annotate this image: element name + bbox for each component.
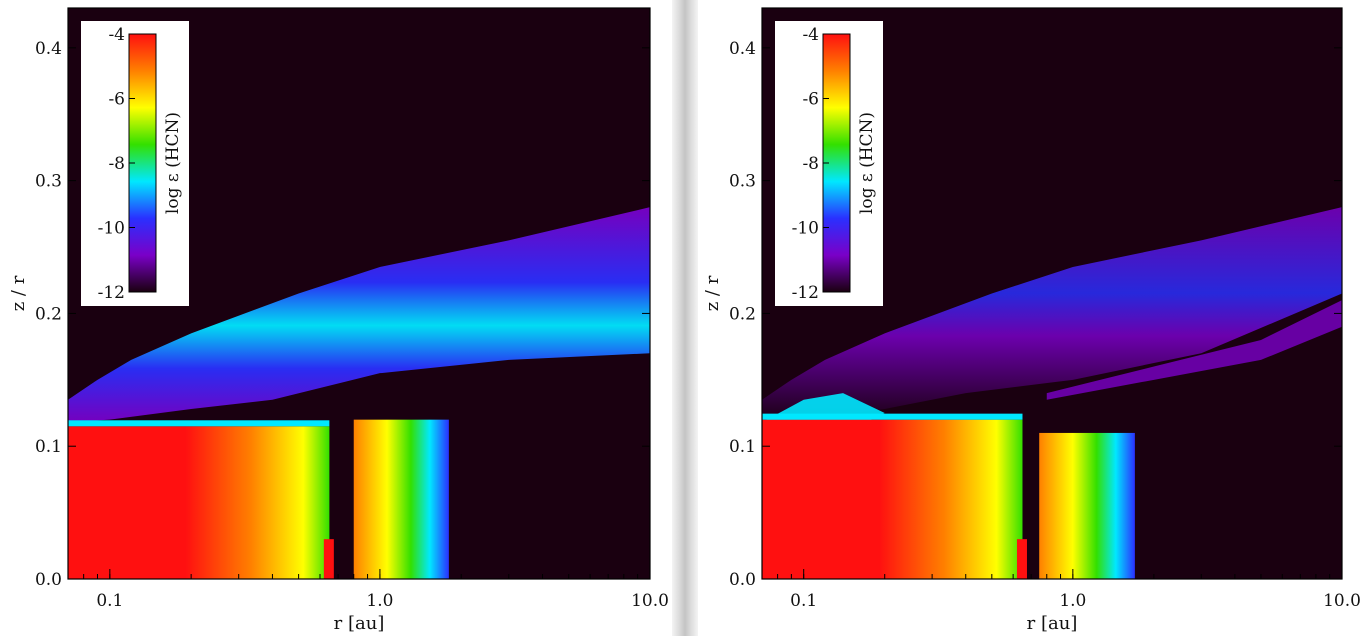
colorbar-tick-label: -10 xyxy=(792,219,819,239)
y-tick-label: 0.2 xyxy=(35,304,62,324)
left-heatmap: 0.0 0.1 0.2 0.3 0.4 0.1 1.0 10.0 r [au] z / r -4 -6… xyxy=(8,7,669,634)
right-heatmap: 0.0 0.1 0.2 0.3 0.4 0.1 1.0 10.0 r [au] z / r -4 -6… xyxy=(702,7,1361,634)
colorbar-tick-label: -6 xyxy=(802,90,819,110)
x-tick-label: 10.0 xyxy=(1323,591,1361,611)
colorbar-tick-label: -4 xyxy=(802,25,819,45)
colorbar-tick-label: -10 xyxy=(98,219,125,239)
y-tick-label: 0.2 xyxy=(729,304,756,324)
y-tick-label: 0.0 xyxy=(35,570,62,590)
x-tick-label: 1.0 xyxy=(1059,591,1086,611)
gap-edge-peak xyxy=(1016,539,1027,579)
y-tick-label: 0.3 xyxy=(35,172,62,192)
inner-reservoir-edge xyxy=(762,413,1023,420)
y-tick-label: 0.1 xyxy=(35,437,62,457)
colorbar-tick-label: -12 xyxy=(98,283,125,303)
colorbar-tick-label: -12 xyxy=(792,283,819,303)
plot-frame xyxy=(67,7,651,580)
x-tick-label: 1.0 xyxy=(366,591,393,611)
colorbar-tick-label: -8 xyxy=(108,154,125,174)
lower-surface-layer xyxy=(1046,300,1342,400)
x-tick-label: 0.1 xyxy=(790,591,817,611)
y-axis-label: z / r xyxy=(702,275,723,311)
y-tick-label: 0.0 xyxy=(729,570,756,590)
surface-layer xyxy=(68,207,650,423)
inner-reservoir xyxy=(762,419,1023,579)
y-tick-label: 0.3 xyxy=(729,172,756,192)
panel-divider xyxy=(672,0,698,636)
inner-reservoir xyxy=(68,426,330,579)
left-panel: 0.0 0.1 0.2 0.3 0.4 0.1 1.0 10.0 r [au] z / r -4 -6… xyxy=(0,0,672,636)
colorbar-label: log ε (HCN) xyxy=(857,112,877,214)
y-tick-label: 0.4 xyxy=(729,39,756,59)
colorbar-label: log ε (HCN) xyxy=(163,112,183,214)
x-tick-label: 10.0 xyxy=(631,591,669,611)
inner-reservoir-edge xyxy=(68,420,330,427)
y-tick-label: 0.4 xyxy=(35,39,62,59)
outer-reservoir xyxy=(353,419,449,579)
outer-reservoir xyxy=(1039,432,1135,579)
gap-edge-peak xyxy=(323,539,334,579)
colorbar-tick-label: -8 xyxy=(802,154,819,174)
y-axis-label: z / r xyxy=(8,275,29,311)
y-tick-label: 0.1 xyxy=(729,437,756,457)
x-axis-label: r [au] xyxy=(334,613,385,634)
surface-layer xyxy=(762,207,1342,423)
colorbar-tick-label: -4 xyxy=(108,25,125,45)
colorbar-tick-label: -6 xyxy=(108,90,125,110)
x-axis-label: r [au] xyxy=(1027,613,1078,634)
plot-frame xyxy=(761,7,1343,580)
x-tick-label: 0.1 xyxy=(96,591,123,611)
right-panel: 0.0 0.1 0.2 0.3 0.4 0.1 1.0 10.0 r [au] z / r -4 -6… xyxy=(698,0,1366,636)
